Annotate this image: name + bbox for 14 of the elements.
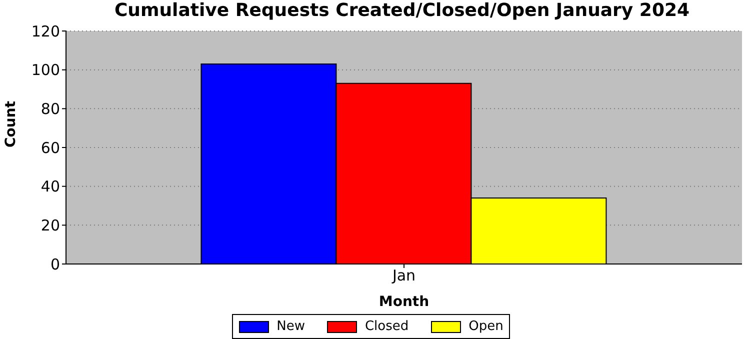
y-tick-label: 60 bbox=[40, 138, 60, 157]
x-axis-title: Month bbox=[378, 294, 430, 310]
y-tick-label: 40 bbox=[40, 178, 60, 196]
legend-label: Open bbox=[468, 319, 504, 334]
legend-label: New bbox=[276, 319, 305, 334]
y-tick-label: 0 bbox=[50, 255, 60, 274]
y-axis-title: Count bbox=[2, 100, 19, 148]
y-tick-label: 80 bbox=[40, 100, 60, 118]
legend-label: Closed bbox=[364, 319, 409, 334]
x-tick-label: Jan bbox=[391, 266, 416, 285]
y-tick-label: 120 bbox=[31, 22, 60, 40]
chart-title: Cumulative Requests Created/Closed/Open January 2024 bbox=[113, 0, 691, 22]
y-tick-label: 20 bbox=[40, 216, 60, 234]
y-tick-label: 100 bbox=[31, 61, 60, 80]
